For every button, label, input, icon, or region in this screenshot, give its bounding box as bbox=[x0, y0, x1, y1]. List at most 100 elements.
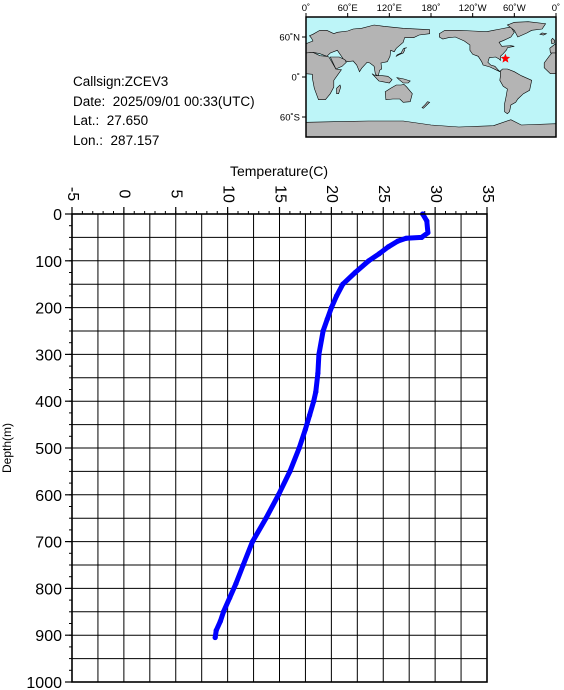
map-lon-label: 0˚ bbox=[552, 3, 560, 14]
data-point bbox=[311, 398, 317, 404]
lon-row: Lon.: 287.157 bbox=[73, 131, 255, 151]
land-australia bbox=[384, 83, 413, 103]
map-frame bbox=[305, 16, 557, 138]
data-point bbox=[376, 251, 382, 257]
x-axis-label: Temperature(C) bbox=[230, 163, 328, 179]
y-tick-label: 600 bbox=[35, 488, 62, 505]
y-tick-label: 100 bbox=[35, 254, 62, 271]
callsign-value: ZCEV3 bbox=[124, 74, 169, 89]
chart-grid bbox=[71, 213, 488, 683]
land-borneo-png bbox=[396, 77, 411, 84]
map-land bbox=[305, 21, 557, 138]
x-tick-label: -5 bbox=[64, 187, 81, 201]
land-indonesia bbox=[371, 73, 393, 84]
land-uk bbox=[550, 37, 555, 45]
x-tick-label: 15 bbox=[271, 185, 288, 203]
data-point bbox=[385, 244, 392, 250]
map-marker-layer bbox=[500, 53, 511, 63]
data-point bbox=[424, 218, 430, 224]
date-row: Date: 2025/09/01 00:33(UTC) bbox=[73, 92, 255, 112]
map-lon-label: 120˚E bbox=[377, 3, 402, 14]
data-point bbox=[328, 305, 334, 311]
x-tick-label: 10 bbox=[219, 185, 236, 203]
data-point bbox=[287, 468, 293, 474]
data-point bbox=[227, 595, 233, 601]
data-point bbox=[340, 281, 346, 287]
data-point bbox=[220, 609, 227, 615]
data-point bbox=[263, 515, 269, 521]
land-new-zealand bbox=[421, 101, 431, 109]
date-value: 2025/09/01 00:33(UTC) bbox=[112, 93, 255, 109]
data-point bbox=[240, 562, 246, 568]
data-point bbox=[403, 235, 409, 241]
plot-frame bbox=[71, 213, 488, 683]
y-tick-label: 1000 bbox=[26, 675, 62, 690]
data-point bbox=[233, 581, 239, 587]
lat-label: Lat.: bbox=[73, 113, 100, 128]
data-point bbox=[333, 293, 340, 299]
map-lon-label: 0˚ bbox=[302, 3, 310, 14]
data-point bbox=[217, 618, 223, 624]
map-lat-label: 60˚N bbox=[279, 33, 300, 44]
x-tick-label: 20 bbox=[323, 185, 340, 203]
map-lat-label: 0˚ bbox=[292, 73, 300, 84]
y-tick-label: 200 bbox=[35, 301, 62, 318]
data-point bbox=[313, 389, 319, 395]
date-label: Date: bbox=[73, 93, 106, 109]
x-tick-label: 25 bbox=[375, 185, 392, 203]
map-lat-label: 60˚S bbox=[280, 113, 300, 124]
land-africa bbox=[305, 51, 342, 100]
land-eurasia bbox=[305, 24, 430, 77]
chart-ticks bbox=[65, 207, 488, 683]
y-tick-label: 300 bbox=[35, 347, 62, 364]
data-point bbox=[315, 370, 321, 376]
y-tick-label: 500 bbox=[35, 441, 62, 458]
land-madagascar bbox=[336, 84, 342, 94]
data-point bbox=[249, 539, 256, 545]
lat-value: 27.650 bbox=[106, 113, 149, 128]
x-tick-label: 0 bbox=[116, 190, 133, 199]
station-info: Callsign:ZCEV3 Date: 2025/09/01 00:33(UT… bbox=[73, 72, 255, 150]
map-lon-ticks: 0˚ 60˚E 120˚E 180˚ 120˚W 60˚W 0˚ bbox=[302, 3, 560, 17]
x-tick-label: 35 bbox=[479, 185, 496, 203]
data-point bbox=[275, 492, 282, 498]
lon-value: 287.157 bbox=[110, 132, 160, 148]
y-tick-label: 0 bbox=[53, 207, 62, 224]
y-tick-label: 800 bbox=[35, 581, 62, 598]
map-lat-ticks: 60˚N 0˚ 60˚S bbox=[279, 33, 306, 124]
y-tick-label: 400 bbox=[35, 394, 62, 411]
land-arabia bbox=[329, 56, 347, 70]
land-japan bbox=[395, 47, 407, 58]
y-tick-label: 900 bbox=[35, 628, 62, 645]
lat-row: Lat.: 27.650 bbox=[73, 111, 255, 131]
station-marker-star-icon bbox=[500, 53, 511, 63]
data-point bbox=[316, 351, 322, 357]
map-lon-label: 60˚E bbox=[338, 3, 358, 14]
callsign-label: Callsign: bbox=[73, 74, 125, 89]
map-lon-label: 60˚W bbox=[503, 3, 526, 14]
data-point bbox=[324, 316, 330, 322]
x-tick-labels: -5 0 5 10 15 20 25 30 35 bbox=[64, 185, 496, 203]
land-south-america bbox=[499, 68, 533, 115]
y-tick-labels: 0 100 200 300 400 500 600 700 800 900 1000 bbox=[26, 207, 62, 690]
callsign-row: Callsign:ZCEV3 bbox=[73, 72, 255, 92]
data-point bbox=[320, 328, 326, 334]
map-lon-label: 120˚W bbox=[459, 3, 487, 14]
temperature-profile-line bbox=[212, 211, 431, 640]
y-axis-label: Depth(m) bbox=[0, 423, 14, 473]
data-point bbox=[296, 445, 302, 451]
x-tick-label: 5 bbox=[168, 190, 185, 199]
data-point bbox=[306, 412, 313, 418]
x-tick-label: 30 bbox=[427, 185, 444, 203]
y-tick-label: 700 bbox=[35, 535, 62, 552]
data-point bbox=[419, 234, 425, 240]
lon-label: Lon.: bbox=[73, 132, 104, 148]
data-point bbox=[395, 238, 401, 244]
data-point bbox=[212, 634, 218, 641]
data-point bbox=[425, 230, 431, 236]
land-greenland bbox=[506, 21, 547, 38]
data-point bbox=[366, 258, 372, 264]
data-point bbox=[352, 269, 358, 276]
land-iceland bbox=[539, 32, 548, 36]
